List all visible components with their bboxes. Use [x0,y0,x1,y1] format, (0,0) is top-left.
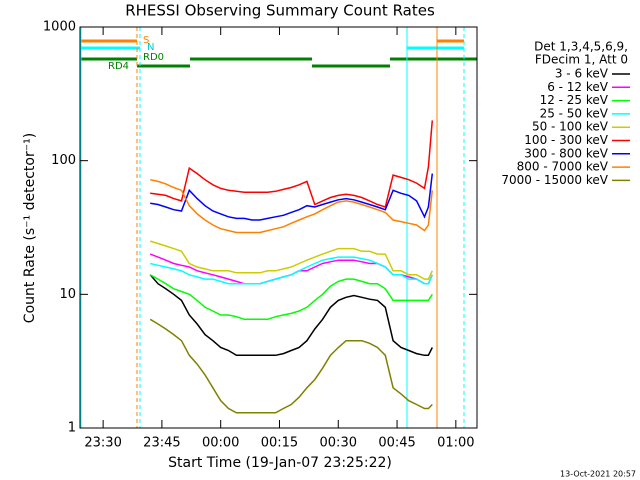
y-tick-label: 100 [51,153,76,168]
series-line [150,256,433,285]
footer: 13-Oct-2021 20:57 [560,470,636,479]
legend-header: FDecim 1, Att 0 [535,53,628,67]
x-tick-label: 00:30 [320,436,357,451]
legend-label: 50 - 100 keV [532,120,609,134]
plot-frame [79,26,478,429]
x-tick-label: 01:00 [437,436,474,451]
legend-label: 800 - 7000 keV [517,160,609,174]
y-axis-label: Count Rate (s⁻¹ detector⁻¹) [22,133,38,323]
state-label: RD0 [143,52,164,63]
legend-header: Det 1,3,4,5,6,9, [534,40,628,54]
series-line [149,274,433,357]
legend-label: 100 - 300 keV [524,133,608,147]
series-line [150,173,434,221]
y-tick-label: 1 [68,421,76,436]
legend-label: 12 - 25 keV [540,93,609,107]
legend-label: 7000 - 15000 keV [501,173,608,187]
x-axis-label: Start Time (19-Jan-07 23:25:22) [168,455,392,471]
legend-label: 3 - 6 keV [555,67,609,81]
series-line [149,240,433,280]
x-tick-label: 23:45 [143,436,180,451]
series-line [149,318,433,414]
series-line [150,120,434,208]
series-line [149,274,433,321]
state-label: S [143,35,149,46]
y-tick-label: 1000 [43,20,76,35]
series-line [150,178,434,234]
x-tick-label: 00:00 [202,436,239,451]
state-label: RD4 [108,61,129,72]
x-tick-label: 00:15 [261,436,298,451]
chart-title: RHESSI Observing Summary Count Rates [125,2,435,20]
legend-label: 300 - 800 keV [524,146,608,160]
legend-label: 6 - 12 keV [547,80,609,94]
state-bars: S N RD0 RD4 [80,27,477,428]
y-tick-label: 10 [59,287,76,302]
state-label: N [147,42,154,53]
x-tick-label: 23:30 [84,436,121,451]
legend-label: 25 - 50 keV [540,106,609,120]
x-tick-label: 00:45 [378,436,415,451]
